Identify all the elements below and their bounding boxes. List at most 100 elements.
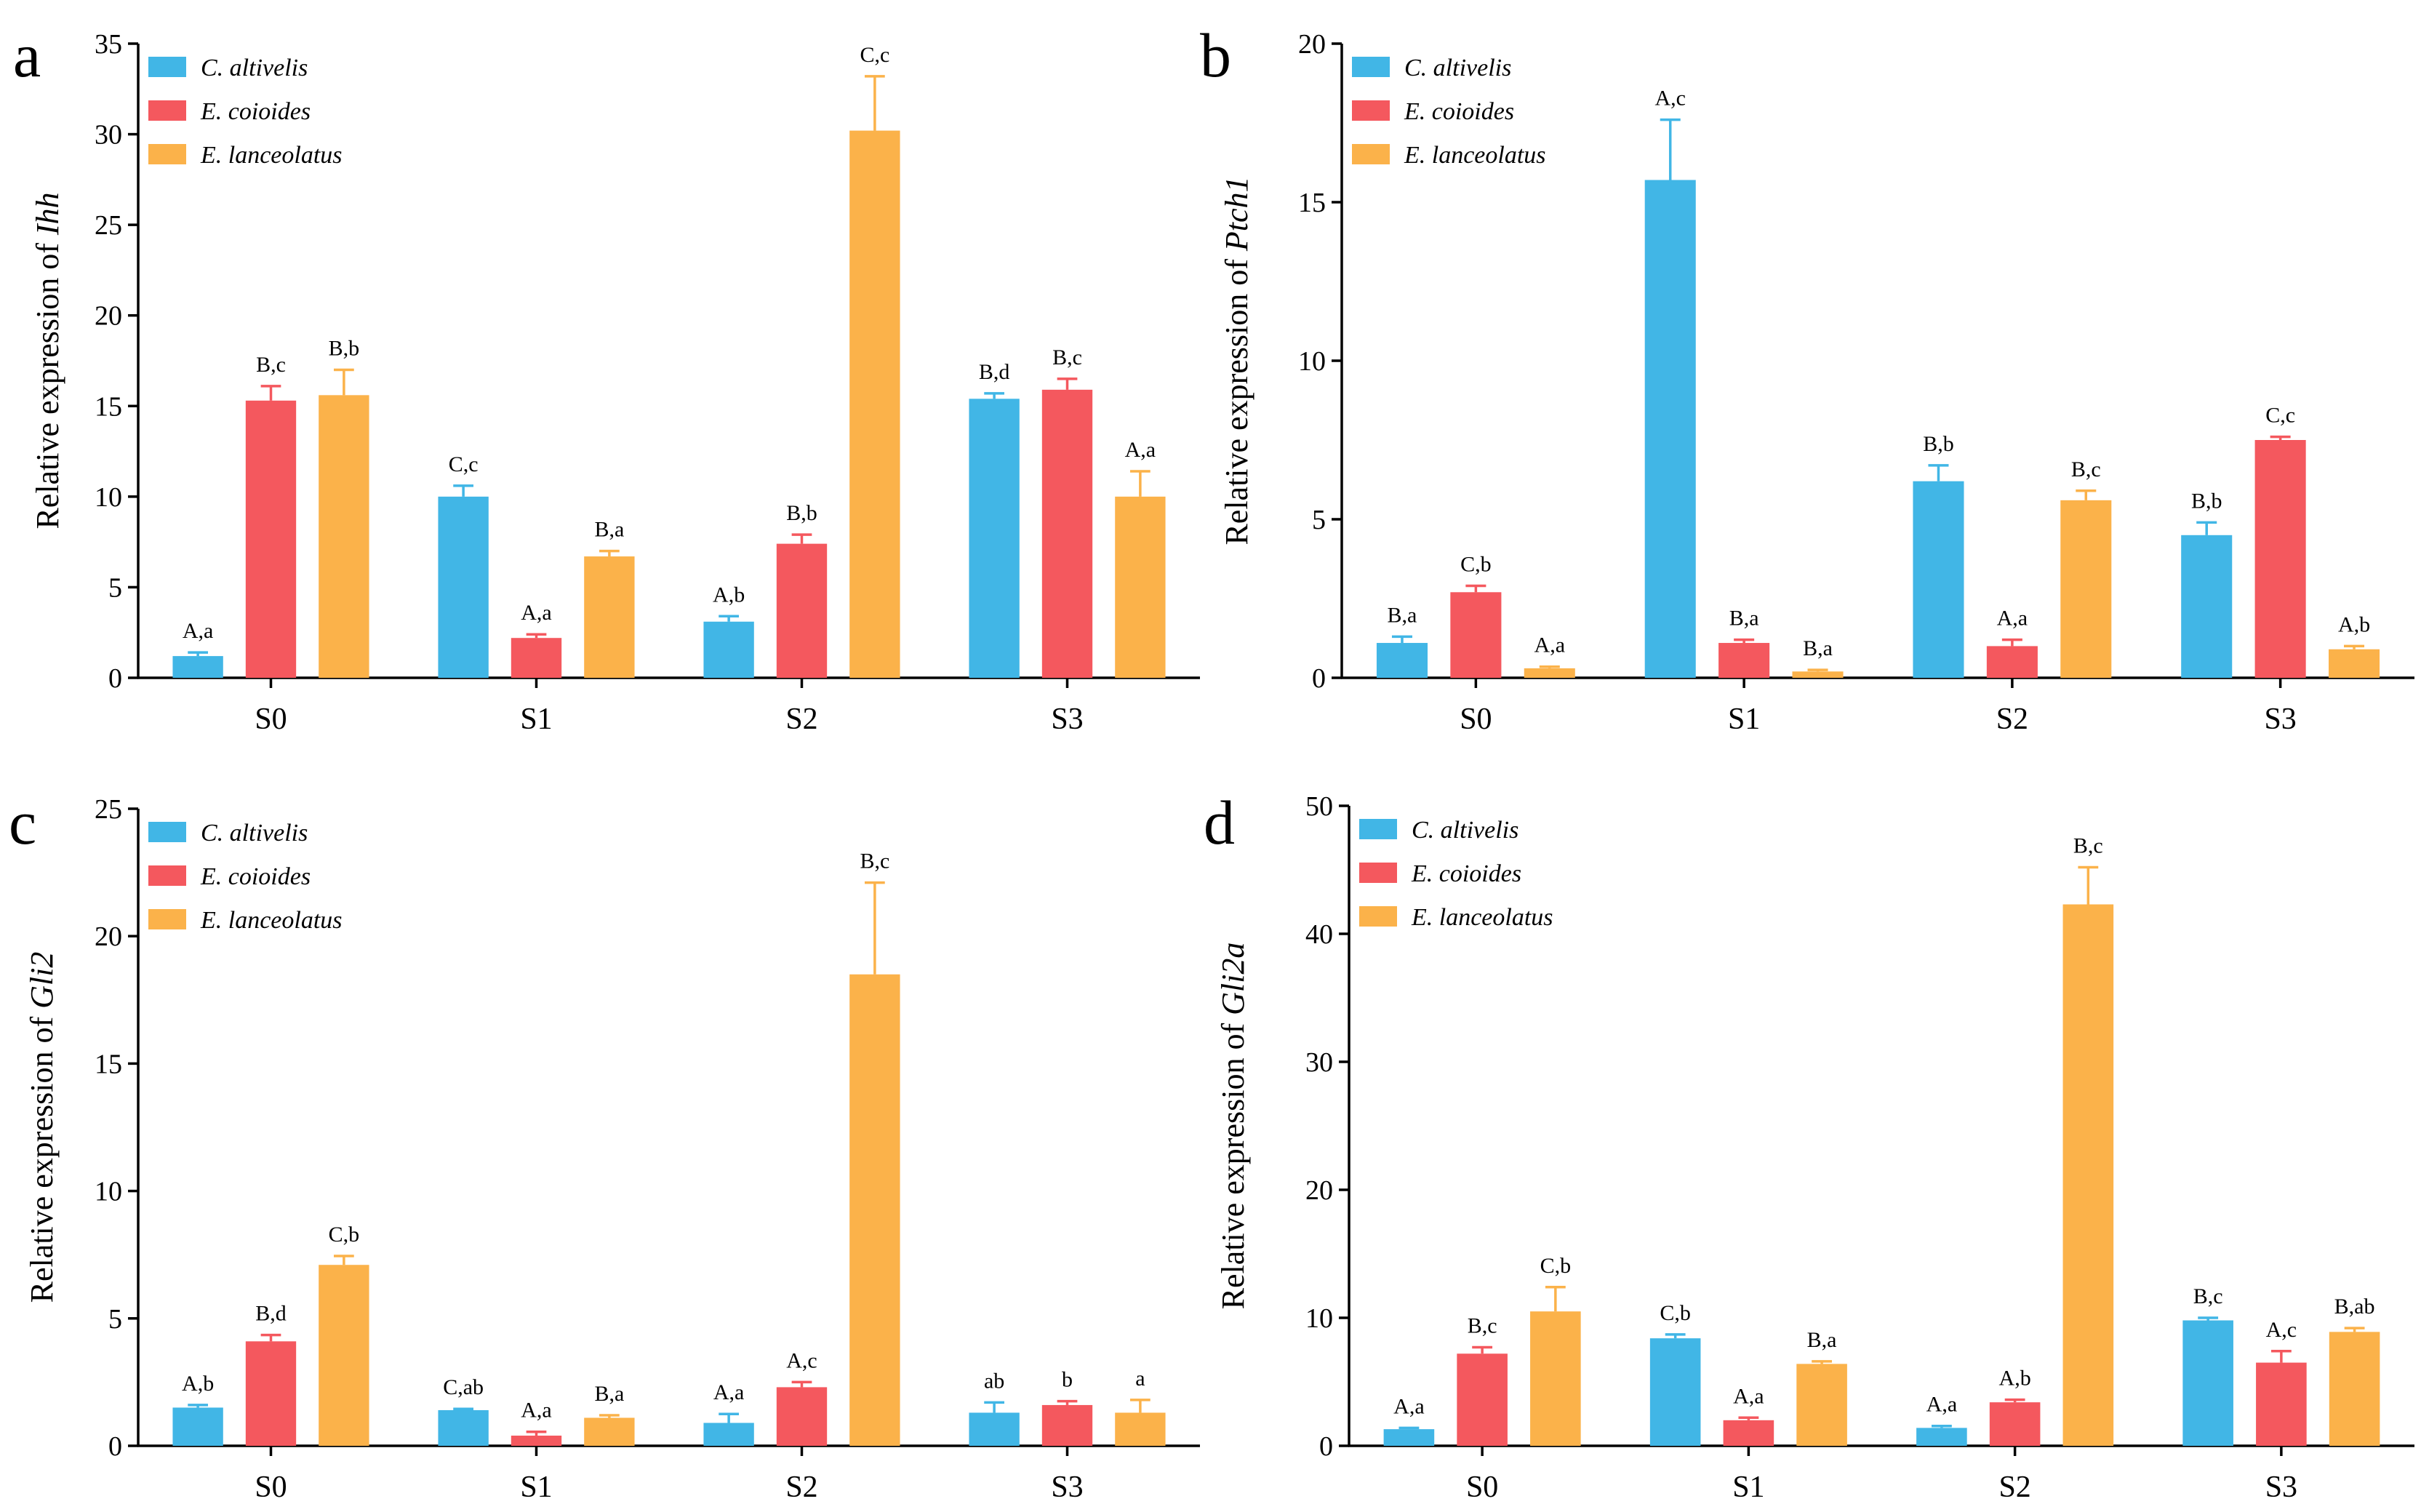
significance-label: A,a	[1534, 633, 1565, 657]
bar	[1383, 1429, 1435, 1446]
bar	[1376, 643, 1428, 678]
significance-label: B,c	[2193, 1284, 2223, 1308]
significance-label: A,b	[182, 1372, 214, 1396]
significance-label: A,a	[521, 601, 551, 625]
legend-label: E. coioides	[1404, 98, 1514, 125]
significance-label: B,c	[2073, 833, 2103, 857]
y-tick-label: 0	[1312, 663, 1326, 694]
bar	[1530, 1311, 1581, 1446]
bar	[584, 1417, 635, 1446]
y-tick-label: 35	[95, 29, 122, 60]
x-tick-label: S1	[1728, 703, 1760, 736]
significance-label: A,a	[1733, 1384, 1764, 1408]
significance-label: A,b	[1999, 1367, 2031, 1391]
bar	[1115, 496, 1166, 678]
bar	[511, 638, 562, 678]
significance-label: C,c	[860, 43, 889, 67]
bar	[172, 656, 223, 678]
legend-swatch	[1352, 57, 1390, 77]
bar	[2181, 535, 2233, 678]
bar	[1792, 671, 1844, 678]
x-tick-label: S1	[1732, 1471, 1764, 1504]
legend-label: E. coioides	[200, 98, 311, 125]
x-tick-label: S3	[2264, 703, 2296, 736]
y-tick-label: 20	[1305, 1175, 1333, 1206]
significance-label: A,b	[713, 583, 745, 607]
y-tick-label: 15	[95, 1049, 122, 1079]
legend-label: E. lanceolatus	[1404, 142, 1546, 169]
significance-label: a	[1135, 1367, 1145, 1391]
y-tick-label: 0	[1319, 1431, 1333, 1462]
bar	[1723, 1420, 1774, 1446]
legend-swatch	[1359, 863, 1397, 883]
significance-label: A,a	[713, 1380, 744, 1404]
x-tick-label: S2	[1998, 1471, 2030, 1504]
significance-label: B,b	[2191, 489, 2222, 513]
bar	[2256, 1362, 2307, 1446]
bar	[1986, 646, 2038, 678]
significance-label: b	[1062, 1368, 1073, 1392]
bar	[438, 496, 489, 678]
significance-label: C,c	[2265, 404, 2295, 428]
legend-swatch	[1359, 819, 1397, 839]
significance-label: B,c	[1468, 1313, 1497, 1337]
significance-label: B,c	[2071, 457, 2101, 481]
legend-swatch	[148, 57, 186, 77]
bar	[172, 1407, 223, 1446]
bar	[849, 974, 900, 1446]
legend-label: E. lanceolatus	[200, 142, 343, 169]
significance-label: C,b	[1660, 1301, 1691, 1325]
y-tick-label: 50	[1305, 791, 1333, 822]
y-axis-title: Relative expression of Ptch1	[1219, 176, 1254, 545]
y-tick-label: 5	[108, 1304, 122, 1335]
significance-label: A,b	[2338, 612, 2370, 636]
legend-swatch	[148, 100, 186, 121]
bar	[1913, 481, 1964, 678]
bar	[1916, 1428, 1967, 1446]
bar	[703, 1423, 754, 1446]
x-tick-label: S0	[1460, 703, 1492, 736]
bar	[1041, 1404, 1093, 1446]
bar	[1524, 668, 1575, 678]
legend-swatch	[1359, 906, 1397, 927]
bar	[849, 130, 900, 679]
y-tick-label: 5	[108, 572, 122, 603]
bar	[245, 1341, 297, 1446]
significance-label: B,b	[329, 336, 360, 360]
significance-label: B,a	[1803, 636, 1833, 660]
y-tick-label: 20	[95, 921, 122, 952]
significance-label: A,a	[521, 1399, 551, 1423]
y-tick-label: 15	[95, 391, 122, 422]
bar	[511, 1435, 562, 1446]
y-tick-label: 30	[1305, 1047, 1333, 1078]
panel-letter: d	[1204, 788, 1235, 857]
bar	[1718, 643, 1770, 678]
bar	[1649, 1338, 1701, 1446]
y-tick-label: 20	[95, 301, 122, 332]
significance-label: B,c	[256, 353, 286, 377]
legend-label: C. altivelis	[1412, 817, 1518, 844]
panel-letter: b	[1200, 20, 1231, 90]
bar	[2329, 649, 2380, 678]
bar	[245, 400, 297, 678]
x-tick-label: S0	[255, 703, 287, 736]
bar	[2060, 500, 2112, 678]
bar	[319, 395, 369, 678]
bar	[584, 556, 635, 678]
bar	[1457, 1353, 1508, 1446]
significance-label: B,a	[594, 1382, 624, 1406]
x-tick-label: S3	[2265, 1471, 2297, 1504]
legend-label: C. altivelis	[201, 820, 308, 847]
x-tick-label: S1	[520, 1471, 552, 1504]
significance-label: A,c	[2266, 1318, 2297, 1342]
y-tick-label: 10	[1298, 346, 1326, 377]
significance-label: B,c	[1052, 345, 1082, 369]
legend-label: E. coioides	[1411, 860, 1521, 887]
panel-letter: a	[13, 20, 41, 90]
y-axis-title: Relative expression of Gli2a	[1215, 943, 1251, 1310]
legend-label: C. altivelis	[1404, 55, 1511, 81]
significance-label: C,c	[449, 452, 479, 476]
y-tick-label: 10	[95, 482, 122, 513]
bar	[438, 1409, 489, 1446]
significance-label: A,a	[1125, 438, 1156, 462]
